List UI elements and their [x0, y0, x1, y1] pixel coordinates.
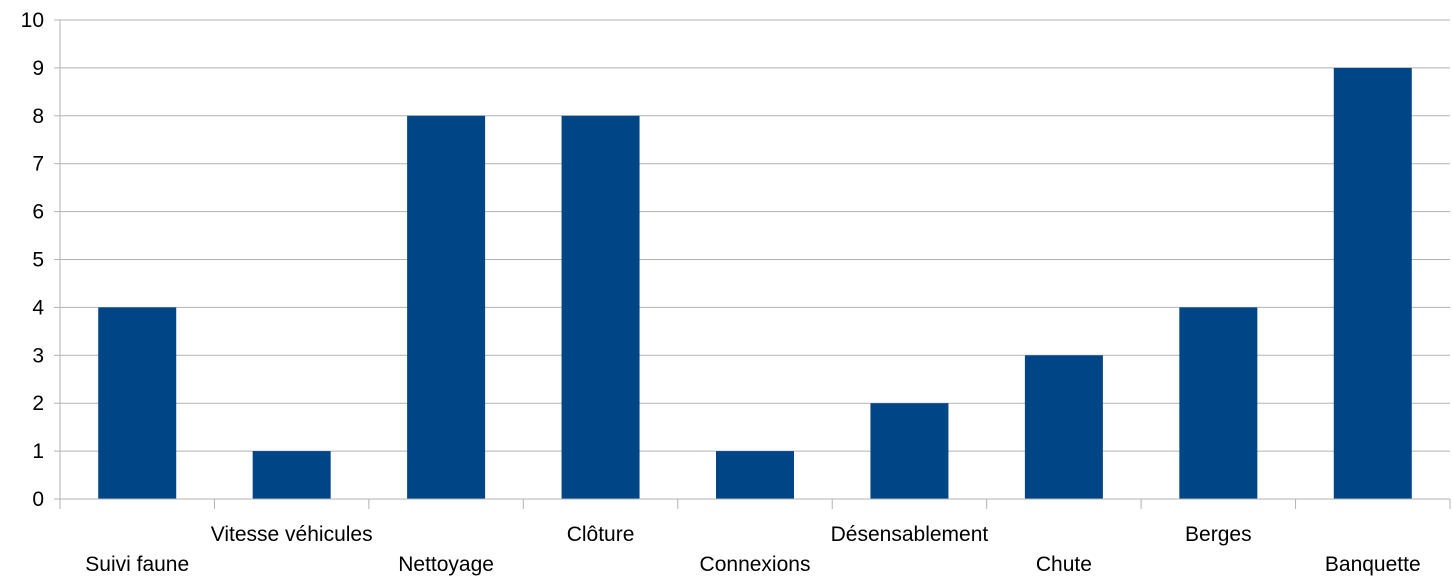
y-tick-label: 1: [32, 440, 44, 463]
y-tick-label: 6: [32, 201, 44, 224]
bar: [1024, 355, 1103, 499]
y-tick-label: 10: [21, 9, 44, 32]
y-tick-label: 0: [32, 488, 44, 511]
x-tick-label: Connexions: [700, 553, 811, 576]
bar: [98, 307, 177, 499]
x-tick-label: Clôture: [567, 523, 635, 546]
bars: [98, 67, 1412, 500]
y-tick-label: 8: [32, 105, 44, 128]
axes: [59, 20, 1451, 509]
x-tick-label: Vitesse véhicules: [211, 523, 373, 546]
gridlines: [60, 19, 1450, 452]
y-tick-label: 7: [32, 153, 44, 176]
y-tick-label: 3: [32, 344, 44, 367]
bar: [407, 115, 486, 500]
bar: [716, 451, 794, 499]
y-tick-label: 5: [32, 249, 44, 272]
bar: [1179, 307, 1258, 499]
bar: [1333, 67, 1412, 500]
bar: [561, 115, 640, 500]
x-tick-label: Berges: [1185, 523, 1252, 546]
y-axis-tick-labels: 0 1 2 3 4 5 6 7 8 9 10: [21, 9, 60, 511]
bar: [252, 451, 331, 499]
x-tick-label: Nettoyage: [398, 553, 494, 576]
x-axis-tick-labels: Suivi faune Vitesse véhicules Nettoyage Clô…: [85, 523, 1420, 576]
x-tick-label: Chute: [1036, 553, 1092, 576]
y-tick-label: 9: [32, 57, 44, 80]
bar: [870, 403, 949, 499]
y-tick-label: 4: [32, 296, 44, 319]
y-tick-label: 2: [32, 392, 44, 415]
x-tick-label: Banquette: [1325, 553, 1421, 576]
x-tick-label: Suivi faune: [85, 553, 189, 576]
x-tick-label: Désensablement: [831, 523, 989, 546]
